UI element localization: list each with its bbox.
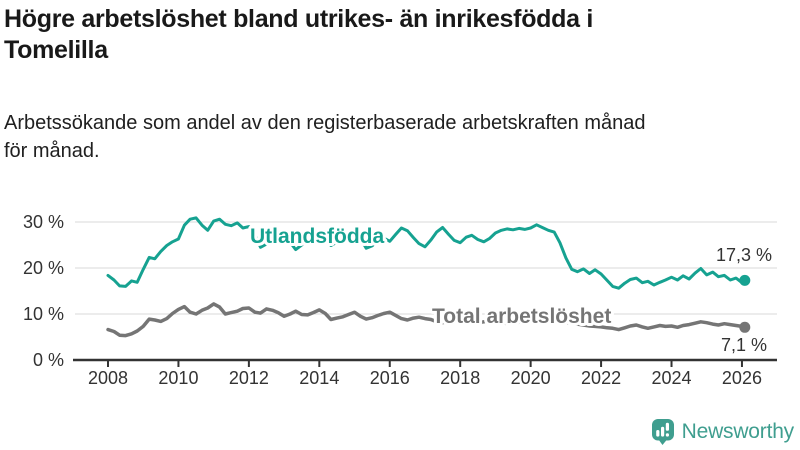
series-label-total-arbetsloshet: Total arbetslöshet bbox=[432, 305, 611, 328]
chart-title-line1: Högre arbetslöshet bland utrikes- än inr… bbox=[4, 5, 593, 33]
y-tick-label: 20 % bbox=[23, 258, 64, 278]
x-tick-label: 2024 bbox=[651, 368, 691, 388]
y-tick-label: 0 % bbox=[33, 350, 64, 370]
x-tick-label: 2026 bbox=[722, 368, 762, 388]
series-line-total-arbetsloshet bbox=[106, 302, 747, 338]
series-label-utlandsfodda: Utlandsfödda bbox=[250, 225, 384, 248]
x-tick-label: 2008 bbox=[88, 368, 128, 388]
y-tick-label: 10 % bbox=[23, 304, 64, 324]
newsworthy-speech-bubble-bar-chart-icon bbox=[651, 419, 674, 445]
plot-layer: 2008 2010 2012 2014 2016 2018 2020 2022 2024 2026… bbox=[23, 212, 777, 388]
newsworthy-wordmark: Newsworthy bbox=[681, 420, 795, 443]
end-dot-utlandsfodda bbox=[739, 274, 751, 286]
series-line-utlandsfodda bbox=[106, 216, 747, 290]
chart-title-line2: Tomelilla bbox=[4, 35, 108, 64]
x-tick-label: 2014 bbox=[299, 368, 339, 388]
chart-subtitle-line1: Arbetssökande som andel av den registerb… bbox=[4, 112, 646, 134]
x-tick-label: 2010 bbox=[158, 368, 198, 388]
x-tick-label: 2020 bbox=[511, 368, 551, 388]
end-value-label-utlandsfodda: 17,3 % bbox=[716, 245, 772, 265]
x-tick-label: 2016 bbox=[370, 368, 410, 388]
end-dot-total-arbetsloshet bbox=[739, 321, 751, 333]
x-tick-label: 2022 bbox=[581, 368, 621, 388]
x-tick-label: 2018 bbox=[440, 368, 480, 388]
chart-subtitle-line2: för månad. bbox=[4, 139, 100, 162]
end-value-label-total-arbetsloshet: 7,1 % bbox=[721, 335, 767, 355]
chart-title: Högre arbetslöshet bland utrikes- än inr… bbox=[4, 4, 593, 65]
newsworthy-logo[interactable]: Newsworthy bbox=[651, 418, 794, 446]
x-tick-label: 2012 bbox=[229, 368, 269, 388]
y-tick-label: 30 % bbox=[23, 212, 64, 232]
chart-subtitle: Arbetssökande som andel av den registerb… bbox=[4, 110, 646, 165]
